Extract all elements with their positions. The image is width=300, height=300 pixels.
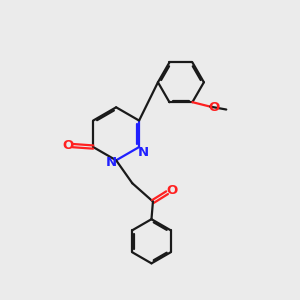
- Text: O: O: [208, 101, 220, 114]
- Text: O: O: [62, 139, 73, 152]
- Text: N: N: [137, 146, 148, 159]
- Text: N: N: [106, 156, 117, 169]
- Text: O: O: [167, 184, 178, 197]
